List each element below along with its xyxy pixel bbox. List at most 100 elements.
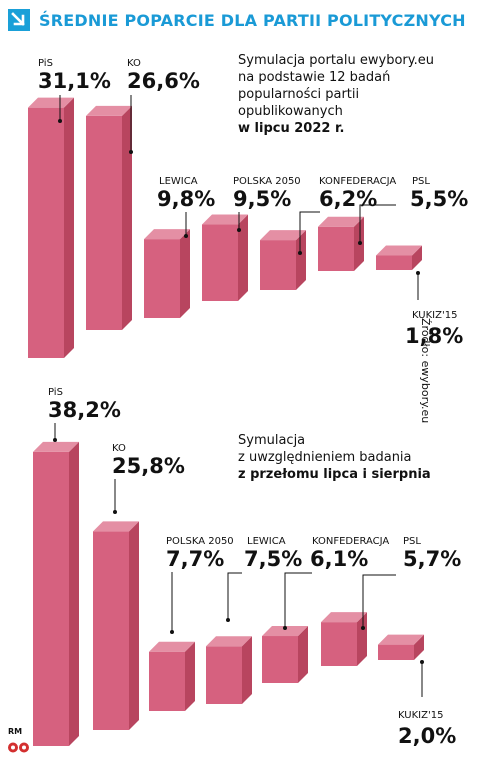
note-panel-1: Symulacja portalu ewybory.eu na podstawi…: [238, 52, 434, 137]
bar-side: [238, 214, 248, 301]
category-label: KONFEDERACJA: [312, 536, 389, 547]
category-label: PSL: [412, 176, 430, 187]
bar-side: [185, 641, 195, 711]
bar-top: [86, 105, 132, 116]
value-label: 5,7%: [403, 547, 461, 571]
leader-dot: [170, 630, 174, 634]
category-label: PiS: [48, 387, 63, 398]
value-label: 9,5%: [233, 187, 291, 211]
leader-dot: [184, 234, 188, 238]
page-title: ŚREDNIE POPARCIE DLA PARTII POLITYCZNYCH: [39, 10, 466, 30]
bar-polska-2050: [202, 224, 238, 301]
leader-dot: [420, 660, 424, 664]
bar-top: [376, 245, 422, 256]
bar-top: [321, 612, 367, 623]
bar-side: [357, 612, 367, 666]
bar-pis: [33, 451, 69, 746]
leader-line: [284, 572, 312, 628]
credit-label: RM: [8, 727, 23, 736]
note-line: popularności partii: [238, 87, 360, 102]
value-label: 31,1%: [38, 69, 111, 93]
bar-ko: [93, 531, 129, 730]
bar-side: [298, 626, 308, 683]
category-label: PSL: [403, 536, 421, 547]
bar-psl: [321, 622, 357, 666]
bar-top: [378, 634, 424, 645]
leader-line: [299, 211, 320, 253]
value-label: 6,2%: [319, 187, 377, 211]
note-bold: z przełomu lipca i sierpnia: [238, 467, 431, 482]
bar-top: [318, 216, 364, 227]
category-label: LEWICA: [159, 176, 198, 187]
rp-logo-icon: [8, 738, 30, 757]
bar-side: [122, 105, 132, 331]
arrow-down-right-icon: [8, 9, 30, 31]
bar-side: [64, 97, 74, 359]
value-label: 2,0%: [398, 724, 456, 748]
note-panel-2: Symulacja z uwzględnieniem badania z prz…: [238, 432, 431, 483]
bar-side: [296, 230, 306, 290]
leader-line: [362, 574, 396, 628]
category-label: KONFEDERACJA: [319, 176, 396, 187]
note-bold: w lipcu 2022 r.: [238, 121, 345, 136]
bar-top: [28, 97, 74, 108]
value-label: 7,7%: [166, 547, 224, 571]
bar-top: [33, 441, 79, 452]
value-label: 38,2%: [48, 398, 121, 422]
category-label: LEWICA: [247, 536, 286, 547]
value-label: 5,5%: [410, 187, 468, 211]
bar-side: [180, 229, 190, 318]
value-label: 7,5%: [244, 547, 302, 571]
bar-konfederacja: [260, 240, 296, 290]
note-line: Symulacja: [238, 433, 306, 448]
bar-top: [93, 521, 139, 532]
bar-konfederacja: [262, 636, 298, 683]
leader-dot: [361, 626, 365, 630]
category-label: KO: [112, 443, 126, 454]
leader-line: [359, 204, 396, 243]
bar-side: [129, 521, 139, 730]
bar-lewica: [206, 646, 242, 704]
bar-top: [144, 229, 190, 240]
note-line: Symulacja portalu ewybory.eu: [238, 53, 434, 68]
leader-dot: [58, 119, 62, 123]
leader-dot: [226, 618, 230, 622]
leader-dot: [298, 251, 302, 255]
leader-dot: [416, 271, 420, 275]
bar-side: [412, 245, 422, 270]
bar-polska-2050: [149, 651, 185, 711]
note-line: z uwzględnieniem badania: [238, 450, 412, 465]
leader-dot: [53, 438, 57, 442]
bar-kukiz-15: [376, 255, 412, 270]
header: ŚREDNIE POPARCIE DLA PARTII POLITYCZNYCH: [8, 9, 466, 31]
leader-dot: [283, 626, 287, 630]
bar-side: [414, 634, 424, 660]
bar-pis: [28, 107, 64, 359]
bar-side: [242, 636, 252, 704]
value-label: 25,8%: [112, 454, 185, 478]
bar-ko: [86, 115, 122, 331]
leader-dot: [113, 510, 117, 514]
category-label: POLSKA 2050: [233, 176, 301, 187]
leader-line: [227, 572, 242, 620]
bar-top: [206, 636, 252, 647]
bar-side: [69, 441, 79, 746]
bar-psl: [318, 226, 354, 271]
value-label: 6,1%: [310, 547, 368, 571]
note-line: na podstawie 12 badań: [238, 70, 391, 85]
bar-kukiz-15: [378, 644, 414, 660]
source-label: Źródło: ewybory.eu: [419, 318, 432, 424]
leader-dot: [358, 241, 362, 245]
value-label: 9,8%: [157, 187, 215, 211]
note-line: opublikowanych: [238, 104, 343, 119]
category-label: KUKIZ'15: [398, 710, 443, 721]
value-label: 26,6%: [127, 69, 200, 93]
category-label: PiS: [38, 58, 53, 69]
bar-top: [202, 214, 248, 225]
bar-top: [260, 230, 306, 241]
category-label: KUKIZ'15: [412, 310, 457, 321]
bar-top: [149, 641, 195, 652]
